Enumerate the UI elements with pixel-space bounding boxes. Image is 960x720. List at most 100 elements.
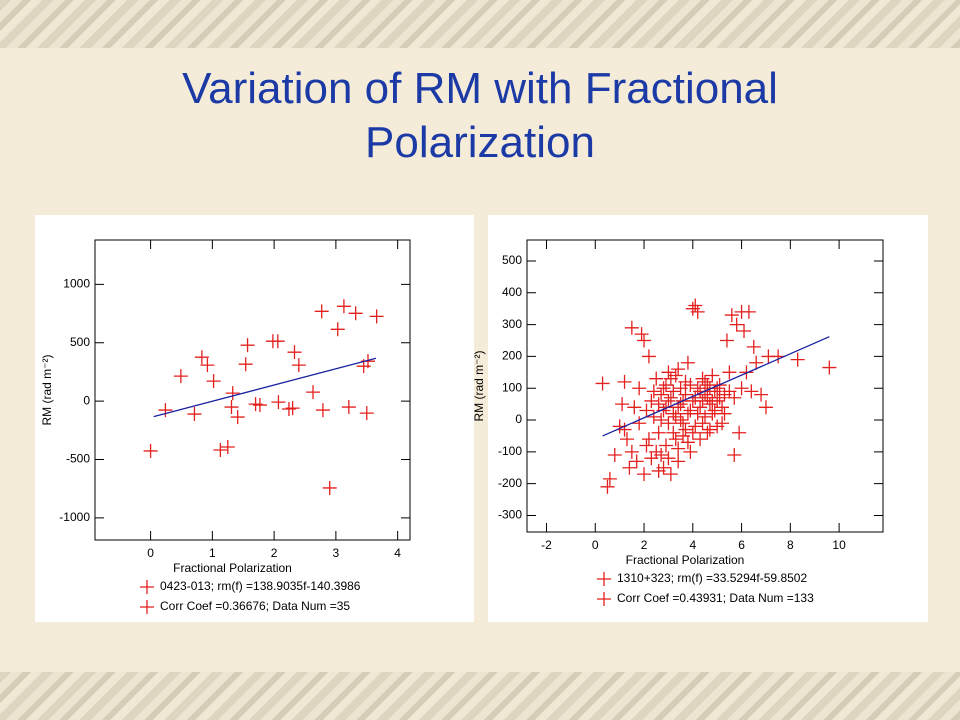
x-tick-label: 2 [271,546,278,560]
data-point [238,357,253,372]
data-point [641,349,656,364]
y-tick-label: 500 [502,253,522,267]
data-point [698,409,712,424]
data-point [734,381,749,396]
x-tick-label: -2 [541,538,552,552]
y-tick-label: 200 [502,349,522,363]
data-point [359,406,374,421]
data-point [639,403,654,418]
x-tick-label: 4 [394,546,401,560]
fit-line [602,336,830,437]
data-point [173,369,188,384]
data-point [661,416,676,431]
data-point [220,439,235,454]
data-point [607,448,622,463]
data-point [369,309,384,324]
data-point [314,304,329,319]
y-tick-label: 100 [502,380,522,394]
data-point [732,425,747,440]
data-point [637,467,652,482]
data-point [629,454,644,469]
data-point [685,425,700,440]
legend-symbol [140,580,154,594]
x-tick-label: 0 [592,538,599,552]
data-point [225,386,240,401]
data-point [661,451,676,466]
data-point [651,463,666,478]
data-point [270,334,285,349]
data-point [737,323,752,338]
data-point [634,327,649,342]
data-point [680,435,695,450]
data-point [724,308,739,323]
data-point [715,400,730,415]
data-point [722,365,737,380]
data-point [348,306,363,321]
data-point [315,403,330,418]
data-point [281,402,296,417]
data-point [627,400,642,415]
legend-note: Corr Coef =0.43931; Data Num =133 [617,591,814,605]
data-point [683,378,698,393]
data-point [695,416,710,431]
data-point [683,403,698,418]
data-point [632,381,647,396]
data-point [663,467,678,482]
data-point [200,358,215,373]
data-point [727,448,742,463]
data-point [705,393,720,408]
data-point [671,454,686,469]
data-point [663,390,678,405]
y-tick-label: -1000 [59,510,90,524]
data-point [680,355,695,370]
data-point [656,381,671,396]
data-point [651,425,666,440]
data-point [206,374,221,389]
data-point [705,368,720,383]
data-point [749,355,764,370]
data-point [671,441,686,456]
chart-panel [35,215,474,622]
bottom-border [0,672,960,720]
data-point [693,400,708,415]
data-point [719,333,734,348]
legend-symbol [597,572,611,586]
data-point [287,345,302,360]
data-point [661,365,676,380]
data-point [624,444,639,459]
x-tick-label: 3 [333,546,340,560]
data-point [741,304,756,319]
data-point [649,371,664,386]
x-axis-label: Fractional Polarization [626,553,745,567]
data-point [658,400,673,415]
y-axis-label: RM (rad m⁻²) [472,351,486,422]
data-point [700,425,715,440]
x-tick-label: 0 [147,546,154,560]
data-point [666,425,681,440]
data-point [622,460,637,475]
data-point [671,362,686,377]
data-point [194,350,209,365]
y-tick-label: 300 [502,317,522,331]
data-point [336,299,351,314]
data-point [705,406,720,421]
data-point [615,397,630,412]
slide-title: Variation of RM with Fractional Polariza… [182,64,778,167]
data-point [727,390,742,405]
data-point [729,317,744,332]
data-point [822,360,837,375]
data-point [746,339,761,354]
data-point [213,443,228,457]
data-point [754,387,769,402]
data-point [240,338,255,353]
data-point [341,400,356,415]
legend-note: Corr Coef =0.36676; Data Num =35 [160,599,350,613]
data-point [668,368,683,383]
x-tick-label: 6 [738,538,745,552]
data-point [790,352,805,367]
data-point [690,304,705,319]
data-point [668,432,683,447]
legend-symbol [597,592,611,606]
